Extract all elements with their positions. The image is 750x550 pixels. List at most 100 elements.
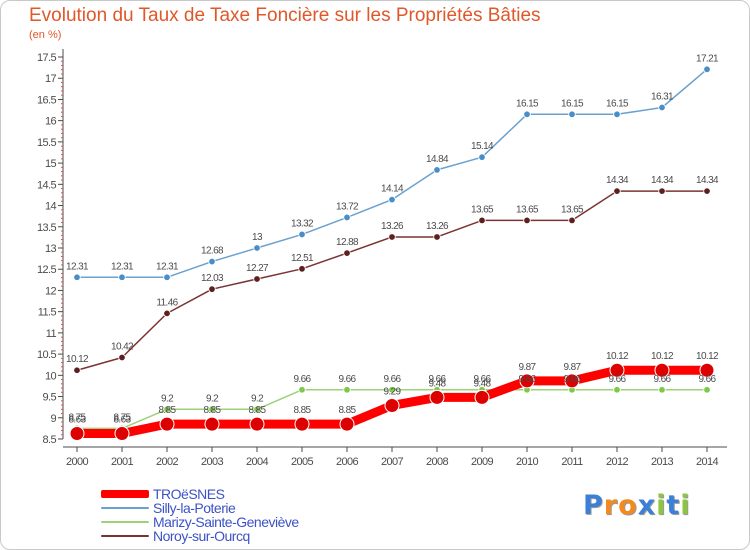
y-minor-tick — [61, 379, 63, 381]
data-label-noroy-sur-ourcq: 13.26 — [426, 221, 449, 232]
y-minor-tick — [61, 255, 63, 257]
point-noroy-sur-ourcq — [568, 216, 576, 225]
data-label-noroy-sur-ourcq: 13.26 — [381, 221, 404, 232]
y-minor-tick — [61, 166, 63, 168]
data-label-troesnes: 8.85 — [293, 405, 311, 416]
point-silly-la-poterie — [73, 273, 81, 281]
y-minor-tick — [61, 391, 63, 393]
data-label-troesnes: 8.85 — [248, 405, 266, 416]
x-tick-label: 2008 — [426, 456, 449, 468]
y-minor-tick — [61, 357, 63, 359]
point-marizy-sainte-genevieve — [298, 386, 306, 394]
y-minor-tick — [61, 213, 63, 215]
data-label-silly-la-poterie: 16.15 — [606, 98, 629, 109]
point-troesnes — [699, 362, 715, 378]
x-tick-label: 2004 — [246, 456, 269, 468]
point-silly-la-poterie — [613, 110, 621, 118]
y-minor-tick — [61, 60, 63, 62]
y-tick-label: 14 — [45, 201, 57, 213]
y-tick-label: 13.5 — [37, 222, 56, 234]
y-minor-tick — [61, 107, 63, 109]
x-tick-label: 2014 — [696, 456, 719, 468]
point-silly-la-poterie — [658, 103, 666, 112]
y-minor-tick — [61, 179, 63, 181]
point-troesnes — [114, 425, 130, 441]
y-minor-tick — [61, 315, 63, 317]
legend-swatch — [101, 535, 149, 537]
y-minor-tick — [61, 370, 63, 372]
y-minor-tick — [61, 158, 63, 160]
x-tick-label: 2013 — [651, 456, 674, 468]
point-troesnes — [609, 362, 625, 378]
data-label-noroy-sur-ourcq: 12.88 — [336, 237, 359, 248]
y-tick-label: 15.5 — [37, 137, 56, 149]
data-label-silly-la-poterie: 15.14 — [471, 141, 494, 152]
point-troesnes — [249, 416, 265, 432]
point-marizy-sainte-genevieve — [658, 386, 666, 394]
y-minor-tick — [61, 306, 63, 308]
y-minor-tick — [61, 111, 63, 113]
y-minor-tick — [61, 349, 63, 351]
data-label-noroy-sur-ourcq: 10.42 — [111, 342, 134, 353]
data-label-troesnes: 10.12 — [696, 351, 719, 362]
y-tick-label: 11.5 — [38, 307, 57, 319]
x-tick-label: 2010 — [516, 456, 539, 468]
point-silly-la-poterie — [478, 153, 486, 161]
x-tick-label: 2006 — [336, 456, 359, 468]
x-tick-label: 2002 — [156, 456, 179, 468]
point-silly-la-poterie — [343, 213, 351, 222]
data-label-silly-la-poterie: 13.32 — [291, 218, 314, 229]
y-minor-tick — [61, 222, 63, 224]
y-minor-tick — [61, 336, 63, 338]
data-label-silly-la-poterie: 12.68 — [201, 246, 224, 257]
data-label-marizy-sainte-genevieve: 9.66 — [608, 374, 626, 385]
data-label-silly-la-poterie: 13 — [252, 232, 263, 243]
point-noroy-sur-ourcq — [388, 233, 396, 241]
y-tick-label: 14.5 — [37, 179, 56, 191]
data-label-troesnes: 8.85 — [338, 405, 356, 416]
y-tick-label: 9.5 — [43, 392, 57, 404]
y-tick-label: 8.5 — [43, 434, 57, 446]
logo-letter: i — [680, 490, 691, 521]
axes: 8.5 9 9.5 10 10.5 11 11.5 12 12.5 13 13.5 14 14.5 15 1… — [37, 49, 727, 468]
point-marizy-sainte-genevieve — [163, 405, 171, 413]
y-tick-label: 11 — [46, 328, 57, 340]
y-minor-tick — [61, 251, 63, 253]
data-label-noroy-sur-ourcq: 12.51 — [291, 253, 314, 264]
data-label-marizy-sainte-genevieve: 9.66 — [698, 374, 716, 385]
point-noroy-sur-ourcq — [253, 275, 261, 283]
y-minor-tick — [61, 115, 63, 117]
point-noroy-sur-ourcq — [523, 216, 531, 225]
data-label-marizy-sainte-genevieve: 9.2 — [206, 393, 219, 404]
data-label-noroy-sur-ourcq: 13.65 — [471, 204, 494, 215]
y-tick-label: 10 — [45, 370, 57, 382]
point-marizy-sainte-genevieve — [253, 405, 261, 413]
y-tick-label: 15 — [45, 158, 57, 170]
y-minor-tick — [61, 294, 63, 296]
point-troesnes — [159, 416, 175, 432]
point-silly-la-poterie — [568, 110, 576, 118]
proxiti-logo: Proxiti — [583, 490, 691, 521]
point-noroy-sur-ourcq — [118, 353, 126, 362]
point-noroy-sur-ourcq — [208, 285, 216, 293]
y-minor-tick — [61, 124, 63, 126]
y-minor-tick — [61, 64, 63, 66]
point-marizy-sainte-genevieve — [343, 386, 351, 394]
y-minor-tick — [61, 149, 63, 151]
y-unit-label: (en %) — [29, 29, 62, 41]
legend-label: TROëSNES — [153, 486, 225, 502]
data-label-troesnes: 8.63 — [68, 414, 86, 425]
data-labels: 12.31 12.31 12.31 12.68 13 13.32 13.72 14.14 14.… — [66, 53, 720, 425]
logo-letter: t — [666, 490, 681, 521]
point-noroy-sur-ourcq — [298, 265, 306, 273]
data-label-troesnes: 10.12 — [606, 351, 629, 362]
y-tick-label: 16.5 — [37, 94, 56, 106]
y-minor-tick — [61, 73, 63, 75]
point-troesnes — [429, 389, 445, 405]
x-tick-label: 2011 — [561, 456, 583, 468]
data-label-troesnes: 8.85 — [158, 405, 176, 416]
point-marizy-sainte-genevieve — [388, 386, 396, 394]
data-label-silly-la-poterie: 12.31 — [111, 261, 134, 272]
y-tick-label: 17.5 — [37, 52, 56, 64]
point-marizy-sainte-genevieve — [208, 405, 216, 413]
